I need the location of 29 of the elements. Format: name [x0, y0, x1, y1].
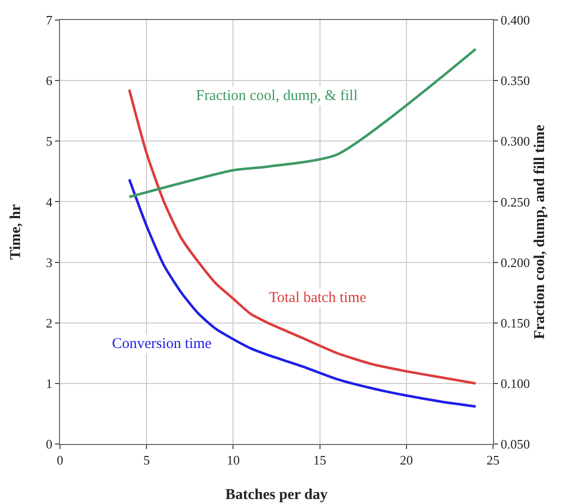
y-axis-title: Time, hr	[8, 204, 24, 260]
y-tick-label: 7	[46, 12, 53, 28]
y-tick-label: 2	[46, 315, 52, 330]
x-tick-label: 5	[143, 452, 150, 468]
series-label: Total batch time	[269, 290, 367, 306]
x-tick-label: 0	[56, 452, 64, 468]
y2-tick-label: 0.350	[500, 73, 530, 88]
y-tick-label: 6	[46, 73, 53, 88]
y-tick-label: 5	[46, 134, 52, 149]
x-tick-label: 25	[486, 452, 500, 468]
line-series	[128, 48, 477, 198]
x-tick-label: 10	[226, 452, 240, 468]
y2-axis-title: Fraction cool, dump, and fill time	[532, 124, 548, 340]
text: Fraction cool, dump, & fill	[196, 88, 358, 104]
y2-tick-label: 0.250	[500, 194, 530, 210]
y2-tick-label: 0.400	[500, 12, 530, 28]
y2-tick-label: 0.050	[500, 436, 530, 452]
y-tick-label: 0	[46, 436, 52, 452]
y2-tick-label: 0.100	[500, 376, 530, 391]
y2-tick-label: 0.300	[500, 134, 530, 149]
x-axis-title: Batches per day	[225, 487, 328, 503]
y-tick-label: 4	[46, 194, 53, 210]
y2-tick-label: 0.200	[500, 254, 530, 270]
y-tick-label: 1	[46, 376, 52, 391]
y2-tick-label: 0.150	[500, 315, 530, 330]
x-tick-label: 20	[400, 452, 413, 468]
series-label: Conversion time	[112, 336, 212, 352]
x-tick-label: 15	[313, 452, 326, 468]
y-tick-label: 3	[46, 254, 52, 270]
